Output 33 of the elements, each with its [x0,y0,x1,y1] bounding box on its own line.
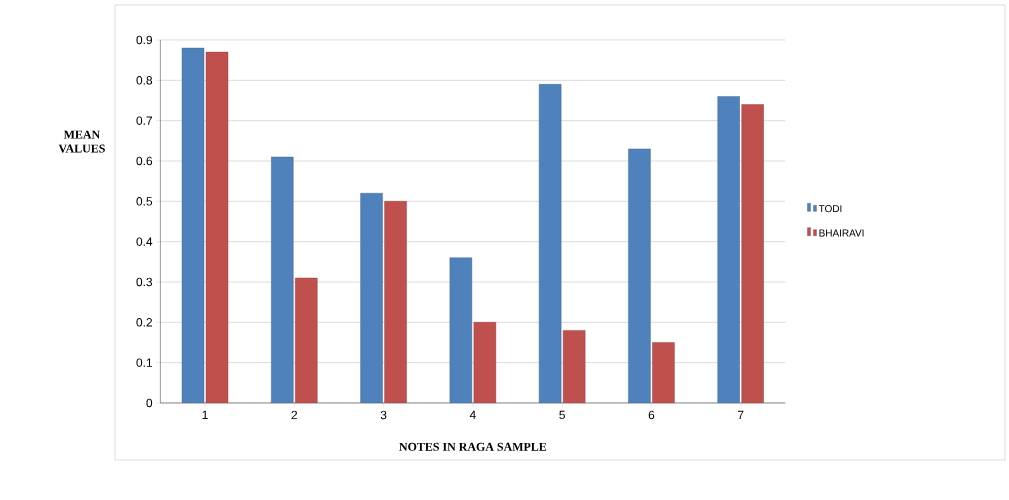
bar [181,47,205,403]
y-tick-label: 0.8 [136,76,153,85]
bar [717,96,740,403]
bar [271,156,294,403]
x-tick-label: 5 [559,410,565,420]
bar [538,84,562,403]
y-tick-label: 0.5 [136,197,153,206]
bar [205,51,229,403]
x-tick-label: 2 [291,410,298,420]
bar [384,201,407,403]
bar [449,257,473,403]
bar [628,148,651,403]
bar [295,277,318,403]
y-tick-label: 0.2 [136,318,152,327]
bar [360,193,383,403]
x-tick-label: 6 [648,410,655,420]
y-tick-label: 0.9 [136,35,153,45]
legend-label: TODI [818,205,842,213]
bar [741,104,764,403]
x-tick-label: 1 [202,410,208,419]
y-tick-label: 0.3 [136,277,153,287]
y-tick-label: 0.1 [136,358,153,367]
y-tick-label: 0.4 [136,237,153,246]
legend-label: BHAIRAVI [819,229,864,237]
x-axis-title: NOTES IN RAGA SAMPLE [399,442,547,451]
y-axis-title: MEAN VALUES [58,130,105,153]
bar [652,342,675,403]
y-tick-label: 0.6 [136,156,153,166]
x-tick-label: 7 [738,410,744,419]
x-tick-label: 3 [380,410,387,420]
x-tick-label: 4 [469,410,476,419]
y-tick-label: 0 [146,398,153,408]
y-tick-label: 0.7 [136,116,152,125]
